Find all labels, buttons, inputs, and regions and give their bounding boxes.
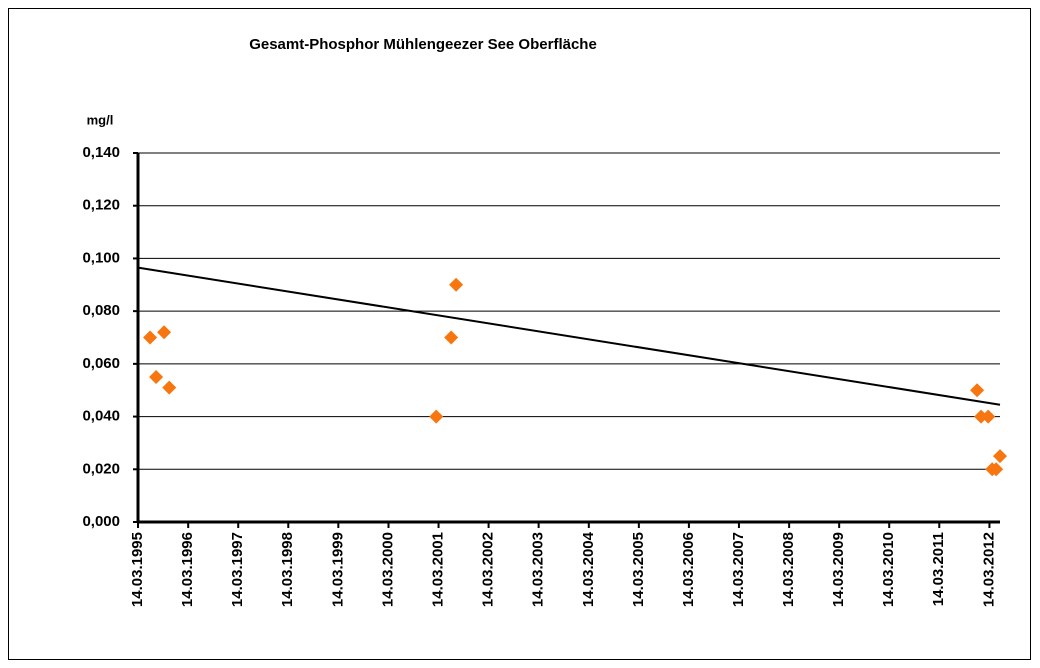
data-point <box>449 277 464 292</box>
x-tick-label: 14.03.1999 <box>329 532 346 607</box>
y-tick-label: 0,040 <box>82 408 120 425</box>
y-tick-label: 0,080 <box>82 302 120 319</box>
x-tick-label: 14.03.2002 <box>480 532 497 607</box>
data-point <box>981 409 996 424</box>
data-point <box>444 330 459 345</box>
x-tick-label: 14.03.2008 <box>780 532 797 607</box>
y-axis-label: mg/l <box>87 112 114 127</box>
data-point <box>970 383 985 398</box>
data-point <box>989 462 1004 477</box>
x-tick-label: 14.03.1996 <box>179 532 196 607</box>
data-point <box>993 449 1007 464</box>
data-point <box>157 325 172 340</box>
trendline <box>137 266 1001 406</box>
data-point <box>143 330 158 345</box>
data-point <box>429 409 444 424</box>
y-tick-label: 0,120 <box>82 197 120 214</box>
y-tick-label: 0,100 <box>82 249 120 266</box>
x-tick-label: 14.03.2000 <box>379 532 396 607</box>
x-tick-label: 14.03.2012 <box>980 532 997 607</box>
y-tick-label: 0,000 <box>82 513 120 530</box>
x-tick-label: 14.03.2004 <box>580 531 597 607</box>
y-tick-label: 0,020 <box>82 460 120 477</box>
data-point <box>149 370 164 385</box>
y-tick-label: 0,140 <box>82 144 120 161</box>
x-tick-label: 14.03.2010 <box>880 532 897 607</box>
chart-border <box>8 8 1031 660</box>
x-tick-label: 14.03.2001 <box>430 532 447 607</box>
x-tick-label: 14.03.2011 <box>930 532 947 606</box>
data-point <box>974 409 989 424</box>
y-tick-label: 0,060 <box>82 355 120 372</box>
x-tick-label: 14.03.2009 <box>830 532 847 607</box>
x-tick-label: 14.03.2005 <box>630 532 647 607</box>
x-tick-label: 14.03.2006 <box>680 532 697 607</box>
x-tick-label: 14.03.1995 <box>129 532 146 607</box>
x-tick-label: 14.03.2003 <box>530 532 547 607</box>
chart-title: Gesamt-Phosphor Mühlengeezer See Oberflä… <box>249 36 597 53</box>
x-tick-label: 14.03.1997 <box>229 532 246 607</box>
x-tick-label: 14.03.1998 <box>279 532 296 607</box>
x-tick-label: 14.03.2007 <box>730 532 747 607</box>
data-point <box>162 380 177 395</box>
